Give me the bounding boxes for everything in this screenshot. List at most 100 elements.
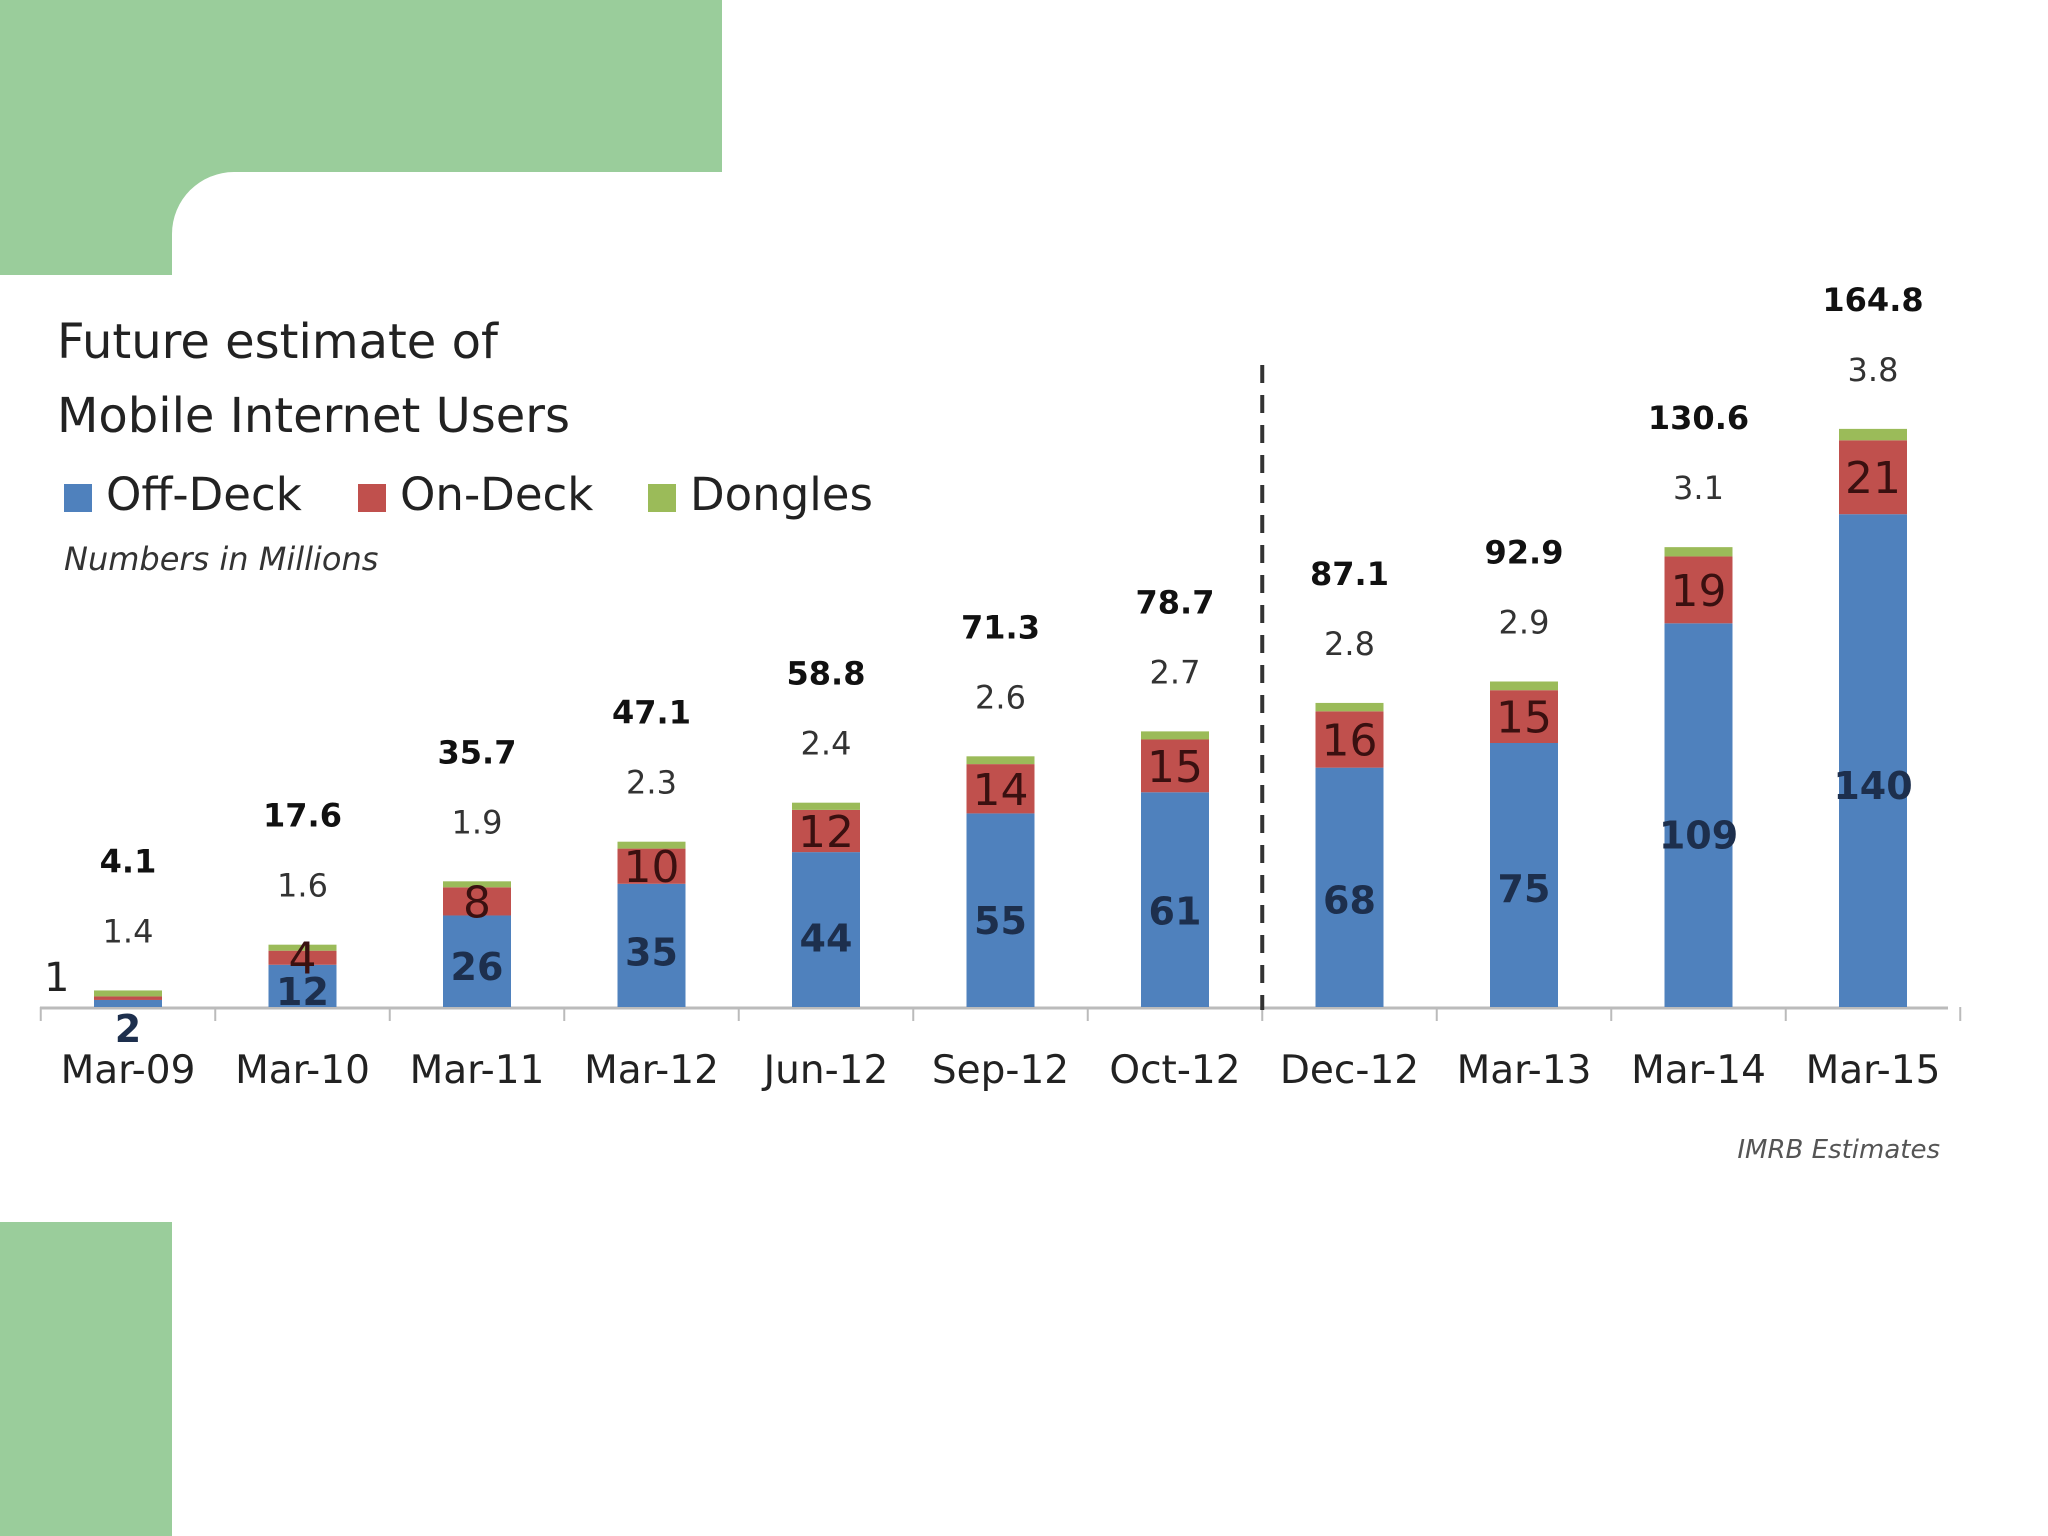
- bar-dongles: [1839, 428, 1907, 441]
- bar-dongles: [966, 756, 1035, 765]
- bar-offdeck: [966, 813, 1035, 1007]
- x-tick-label: Jun-12: [761, 1048, 889, 1093]
- offdeck-value-label: 35: [625, 931, 678, 975]
- bar-ondeck: [1315, 711, 1384, 768]
- ondeck-value-label: 21: [1845, 453, 1901, 504]
- x-tick-label: Mar-15: [1806, 1048, 1941, 1093]
- bar-offdeck: [94, 999, 162, 1007]
- bar-ondeck: [94, 996, 162, 1000]
- total-label: 130.6: [1648, 399, 1749, 437]
- x-tick-label: Oct-12: [1109, 1048, 1240, 1093]
- bar-dongles: [1315, 702, 1384, 712]
- bar-offdeck: [1315, 767, 1384, 1007]
- total-label: 58.8: [787, 655, 866, 693]
- total-label: 87.1: [1310, 555, 1389, 593]
- dongle-value-label: 2.7: [1150, 653, 1201, 691]
- total-label: 78.7: [1136, 583, 1215, 621]
- dongle-value-label: 3.8: [1848, 351, 1899, 389]
- total-label: 71.3: [961, 608, 1040, 646]
- dongle-value-label: 2.3: [626, 764, 677, 802]
- bar-ondeck: [792, 809, 860, 853]
- legend-swatch-off-deck: [64, 484, 92, 512]
- legend-label-off-deck: Off-Deck: [106, 468, 302, 521]
- bar-dongles: [617, 841, 686, 849]
- legend-swatch-on-deck: [358, 484, 386, 512]
- bar-dongles: [792, 802, 860, 810]
- bar-dongles: [443, 881, 511, 888]
- bar-ondeck: [1664, 556, 1733, 624]
- bar-ondeck: [617, 848, 686, 884]
- bar-offdeck: [617, 883, 686, 1007]
- ondeck-value-label: 12: [798, 807, 854, 858]
- x-tick-label: Mar-12: [584, 1048, 719, 1093]
- x-tick-label: Mar-13: [1457, 1048, 1592, 1093]
- ondeck-value-label: 15: [1496, 693, 1552, 744]
- bar-offdeck: [1141, 792, 1209, 1007]
- dongle-value-label: 2.4: [801, 725, 852, 763]
- x-tick-label: Mar-14: [1631, 1048, 1766, 1093]
- x-tick-label: Mar-10: [235, 1048, 370, 1093]
- plot-area: Mar-094.11.42Mar-1017.61.6124Mar-1135.71…: [39, 281, 1962, 1093]
- x-tick-label: Dec-12: [1280, 1048, 1419, 1093]
- offdeck-value-label: 12: [276, 970, 329, 1014]
- first-bar-side-label: 1: [44, 955, 69, 1001]
- bar-ondeck: [268, 950, 337, 965]
- bar-dongles: [1490, 681, 1558, 691]
- dongle-value-label: 2.8: [1324, 625, 1375, 663]
- bar-dongles: [1141, 731, 1209, 740]
- bar-ondeck: [1490, 690, 1558, 743]
- offdeck-value-label: 68: [1323, 878, 1376, 922]
- dongle-value-label: 2.9: [1499, 604, 1550, 642]
- x-tick-label: Sep-12: [932, 1048, 1069, 1093]
- bar-dongles: [1664, 547, 1733, 557]
- bar-offdeck: [1664, 623, 1733, 1007]
- total-label: 35.7: [438, 733, 517, 771]
- x-tick-label: Mar-09: [61, 1048, 196, 1093]
- bottom-left-accent-shape: [0, 1222, 172, 1536]
- ondeck-value-label: 15: [1147, 742, 1203, 793]
- accent-rounded-cutout: [172, 172, 732, 292]
- offdeck-value-label: 75: [1498, 867, 1551, 911]
- x-tick-label: Mar-11: [410, 1048, 545, 1093]
- offdeck-value-label: 140: [1833, 764, 1912, 808]
- offdeck-value-label: 44: [800, 916, 853, 960]
- dongle-value-label: 3.1: [1673, 469, 1724, 507]
- bar-ondeck: [1839, 440, 1907, 515]
- offdeck-value-label: 61: [1149, 889, 1202, 933]
- offdeck-value-label: 26: [451, 945, 504, 989]
- bar-ondeck: [966, 764, 1035, 814]
- bar-offdeck: [1490, 743, 1558, 1007]
- bar-offdeck: [268, 964, 337, 1007]
- chart-title-line-1: Future estimate of: [57, 314, 499, 370]
- total-label: 164.8: [1822, 281, 1923, 319]
- total-label: 47.1: [612, 694, 691, 732]
- ondeck-value-label: 10: [624, 842, 680, 893]
- chart-title-line-2: Mobile Internet Users: [57, 388, 570, 444]
- bar-ondeck: [443, 887, 511, 916]
- bar-dongles: [268, 944, 337, 951]
- offdeck-value-label: 2: [115, 1007, 141, 1051]
- dongle-value-label: 1.6: [277, 867, 328, 905]
- dongle-value-label: 1.4: [103, 912, 154, 950]
- total-label: 4.1: [100, 842, 157, 880]
- offdeck-value-label: 109: [1659, 813, 1738, 857]
- ondeck-value-label: 16: [1322, 715, 1378, 766]
- offdeck-value-label: 55: [974, 899, 1027, 943]
- chart-legend: Off-Deck On-Deck Dongles: [64, 468, 873, 521]
- bar-offdeck: [1839, 514, 1907, 1007]
- ondeck-value-label: 4: [289, 934, 317, 985]
- legend-swatch-dongles: [648, 484, 676, 512]
- bar-ondeck: [1141, 739, 1209, 793]
- total-label: 17.6: [263, 797, 342, 835]
- ondeck-value-label: 14: [973, 765, 1029, 816]
- chart-subtitle: Numbers in Millions: [64, 540, 378, 578]
- ondeck-value-label: 19: [1671, 566, 1727, 617]
- legend-label-dongles: Dongles: [690, 468, 873, 521]
- ondeck-value-label: 8: [463, 877, 491, 928]
- legend-label-on-deck: On-Deck: [400, 468, 593, 521]
- bar-dongles: [94, 990, 162, 997]
- bar-offdeck: [792, 852, 860, 1007]
- total-label: 92.9: [1485, 534, 1564, 572]
